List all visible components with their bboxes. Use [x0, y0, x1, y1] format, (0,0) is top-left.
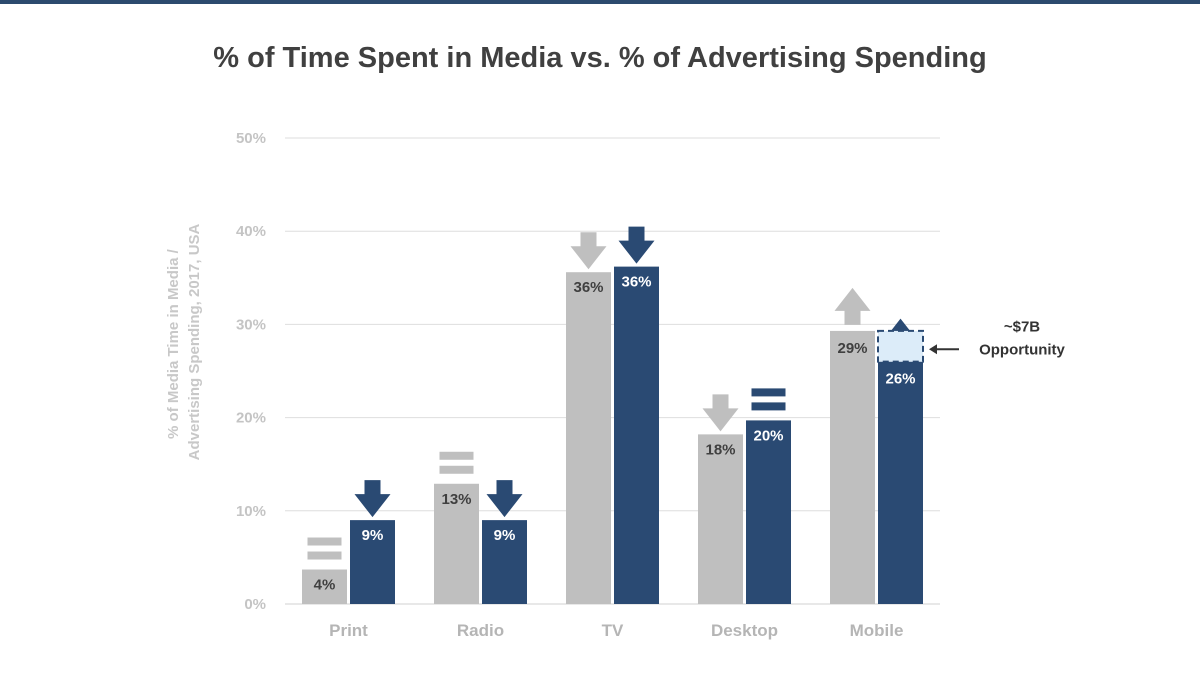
- arrow-left-icon: [929, 344, 937, 355]
- y-tick-label: 30%: [236, 316, 266, 333]
- bar: [350, 520, 395, 604]
- arrow-down-icon: [486, 480, 523, 518]
- equal-bar: [307, 537, 342, 546]
- arrow-up-icon: [834, 287, 871, 325]
- arrow-down-icon: [354, 480, 391, 518]
- value-labels: 4% 9% 13% 9% 36% 36% 18% 20% 29% 26%: [314, 274, 916, 594]
- arrow-down-icon: [702, 394, 739, 432]
- bar: [302, 569, 347, 604]
- y-tick-label: 50%: [236, 130, 266, 147]
- y-tick-label: 10%: [236, 503, 266, 520]
- bar: [434, 483, 479, 604]
- annotation-amount: ~$7B: [1004, 318, 1040, 335]
- y-tick-label: 0%: [244, 596, 266, 613]
- x-tick-label: Print: [329, 621, 368, 640]
- data-label: 18%: [705, 441, 735, 458]
- x-axis: Print Radio TV Desktop Mobile: [329, 621, 903, 640]
- data-label: 9%: [494, 527, 516, 544]
- y-tick-label: 20%: [236, 410, 266, 427]
- equal-bar: [439, 465, 474, 474]
- equal-bar: [751, 402, 786, 411]
- x-tick-label: Mobile: [850, 621, 904, 640]
- x-tick-label: Radio: [457, 621, 504, 640]
- bar: [698, 434, 743, 604]
- bar: [830, 330, 875, 604]
- data-label: 20%: [753, 427, 783, 444]
- equal-sign-icon: [439, 451, 474, 474]
- equal-bar: [307, 551, 342, 560]
- bar: [614, 266, 659, 604]
- equal-sign-icon: [751, 388, 786, 411]
- annotation-label: Opportunity: [979, 341, 1065, 358]
- data-label: 36%: [621, 274, 651, 291]
- bar: [878, 361, 923, 604]
- equal-bar: [439, 451, 474, 460]
- data-label: 13%: [441, 491, 471, 508]
- bar: [566, 272, 611, 604]
- equal-bar: [751, 388, 786, 397]
- y-axis-label: % of Media Time in Media / Advertising S…: [165, 223, 203, 460]
- data-label: 29%: [837, 340, 867, 357]
- data-label: 9%: [362, 527, 384, 544]
- bar: [746, 420, 791, 604]
- x-tick-label: Desktop: [711, 621, 778, 640]
- y-axis-label-line-2: Advertising Spending, 2017, USA: [186, 223, 203, 460]
- data-label: 4%: [314, 577, 336, 594]
- top-accent-bar: [0, 0, 1200, 4]
- equal-sign-icon: [307, 537, 342, 560]
- arrow-down-icon: [618, 226, 655, 264]
- trend-icons: [307, 226, 919, 560]
- data-label: 26%: [885, 371, 915, 388]
- arrow-down-icon: [570, 232, 607, 270]
- data-label: 36%: [573, 279, 603, 296]
- opportunity-annotation: ~$7B Opportunity: [877, 318, 1066, 363]
- bar: [482, 520, 527, 604]
- opportunity-box: [877, 329, 924, 363]
- y-tick-label: 40%: [236, 223, 266, 240]
- y-axis-label-line-1: % of Media Time in Media /: [165, 248, 182, 439]
- chart-title: % of Time Spent in Media vs. % of Advert…: [213, 42, 987, 74]
- y-axis: 0% 10% 20% 30% 40% 50%: [236, 130, 266, 613]
- x-tick-label: TV: [602, 621, 624, 640]
- bars: [302, 266, 923, 604]
